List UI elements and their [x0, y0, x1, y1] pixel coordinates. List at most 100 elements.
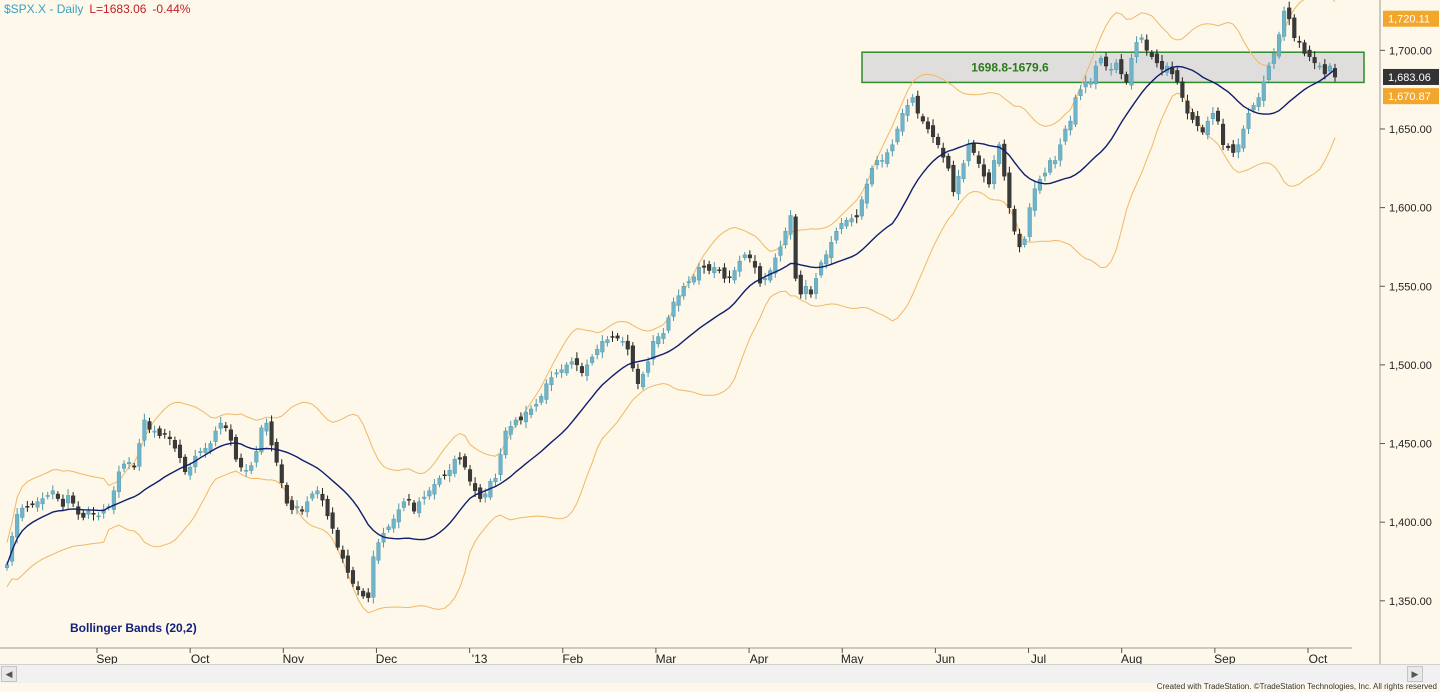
candle-body: [157, 428, 162, 436]
candle-body: [1307, 49, 1312, 57]
candle-body: [111, 490, 116, 510]
band-price-tag-label: 1,670.87: [1388, 91, 1431, 103]
candle-body: [783, 231, 788, 246]
x-tick-label: Sep: [96, 652, 118, 664]
candle-body: [1063, 128, 1068, 142]
candle-body: [300, 509, 305, 512]
candle-body: [564, 364, 569, 374]
candle-body: [1256, 97, 1261, 107]
candle-body: [1317, 65, 1322, 68]
candle-body: [676, 295, 681, 306]
x-tick-label: Oct: [1309, 652, 1328, 664]
candle-body: [1185, 100, 1190, 114]
candle-body: [437, 477, 442, 485]
candle-body: [457, 457, 462, 460]
candle-body: [640, 374, 646, 388]
candle-body: [742, 254, 747, 258]
x-tick-label: Jul: [1031, 652, 1046, 664]
candle-body: [1068, 120, 1073, 131]
candle-body: [651, 341, 656, 360]
candle-body: [1098, 57, 1103, 64]
candle-body: [646, 361, 651, 373]
candle-body: [188, 466, 193, 476]
candle-body: [1292, 17, 1297, 38]
candle-body: [1139, 37, 1144, 40]
candle-body: [147, 421, 152, 430]
x-tick-label: May: [841, 652, 864, 664]
candle-body: [1134, 42, 1139, 58]
candle-body: [81, 512, 86, 518]
x-tick-label: Apr: [750, 652, 769, 664]
candle-body: [707, 264, 712, 271]
candle-body: [986, 172, 992, 185]
candle-body: [1231, 144, 1236, 153]
candle-body: [920, 116, 925, 122]
candle-body: [971, 142, 976, 153]
scroll-left-icon[interactable]: ◀: [1, 666, 17, 682]
candle-body: [35, 501, 40, 508]
candle-body: [691, 276, 696, 283]
candle-body: [1104, 56, 1109, 67]
x-tick-label: Nov: [283, 652, 304, 664]
candle-body: [712, 267, 717, 273]
lower-band-line: [6, 92, 1336, 614]
candle-body: [203, 448, 208, 453]
candle-body: [1017, 233, 1022, 248]
candle-body: [239, 457, 244, 468]
candle-body: [345, 555, 350, 573]
candle-body: [864, 183, 869, 204]
candle-body: [905, 105, 910, 116]
candle-body: [752, 261, 757, 268]
y-tick-label: 1,500.00: [1389, 360, 1432, 372]
candle-body: [1195, 116, 1200, 127]
candle-body: [635, 368, 640, 384]
candle-body: [66, 495, 71, 504]
x-tick-label: Sep: [1214, 652, 1236, 664]
candle-body: [605, 339, 610, 344]
horizontal-scrollbar[interactable]: [0, 664, 1440, 683]
candle-body: [696, 267, 702, 281]
candle-body: [498, 454, 503, 475]
candle-body: [483, 493, 488, 498]
candle-body: [1297, 40, 1302, 43]
scroll-right-icon[interactable]: ▶: [1407, 666, 1423, 682]
candle-body: [228, 429, 233, 441]
candle-body: [1129, 57, 1134, 86]
candle-body: [462, 456, 467, 468]
candles-group: [4, 1, 1338, 604]
candle-body: [503, 430, 508, 456]
candle-body: [869, 168, 875, 185]
candle-body: [305, 501, 310, 513]
candle-body: [427, 490, 432, 497]
candle-body: [1088, 81, 1093, 85]
candle-body: [600, 341, 605, 353]
x-tick-label: Jun: [936, 652, 955, 664]
candle-body: [1287, 7, 1292, 20]
candle-body: [1154, 53, 1159, 64]
candle-body: [931, 125, 936, 138]
candle-body: [1073, 97, 1078, 125]
candle-body: [1251, 105, 1256, 111]
candle-body: [813, 278, 819, 294]
candle-body: [96, 515, 101, 518]
last-price-label: L=1683.06: [89, 2, 147, 16]
candle-body: [254, 451, 259, 463]
candle-body: [1221, 123, 1226, 145]
candle-body: [727, 276, 732, 278]
candle-body: [849, 218, 854, 223]
candle-body: [315, 490, 320, 495]
candle-body: [1124, 74, 1129, 82]
candle-body: [172, 440, 177, 449]
candle-body: [30, 503, 35, 506]
candle-body: [244, 470, 249, 472]
candle-body: [1236, 144, 1241, 153]
candle-body: [50, 490, 55, 495]
candle-body: [518, 416, 523, 421]
candle-body: [1282, 10, 1287, 37]
candle-body: [320, 493, 325, 501]
candle-body: [60, 498, 66, 507]
candle-body: [183, 456, 188, 473]
candle-body: [569, 361, 574, 365]
candle-body: [401, 501, 406, 508]
x-tick-label: Oct: [191, 652, 210, 664]
